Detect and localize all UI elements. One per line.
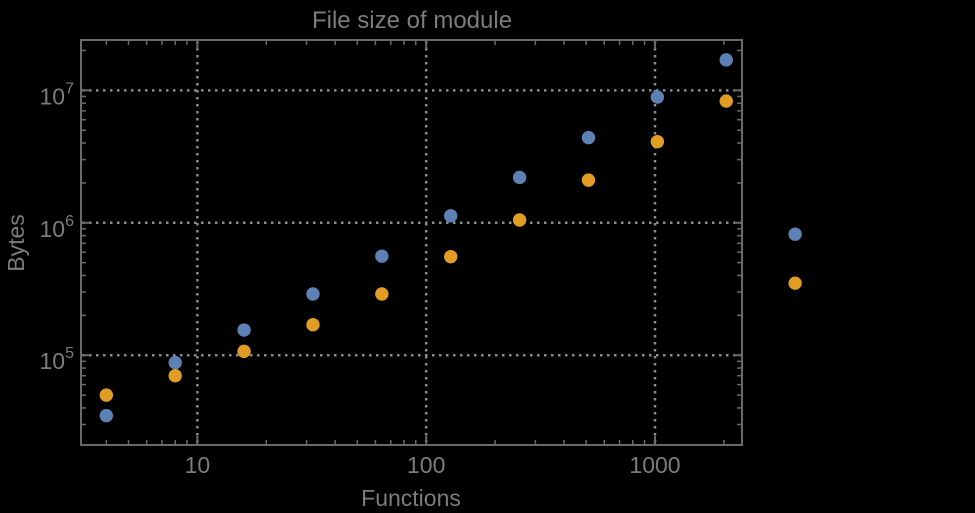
tick-labels: 10 100 1000 105 106 107 xyxy=(40,80,681,478)
data-point-series-2-orange-x128 xyxy=(444,249,458,264)
data-point-series-1-blue-x2048 xyxy=(719,53,733,67)
data-point-series-2-orange-x2048 xyxy=(719,94,733,108)
data-point-series-1-blue-x512 xyxy=(581,130,596,145)
data-point-series-2-orange-x8 xyxy=(168,369,182,383)
y-tick-label-10^6: 106 xyxy=(40,213,75,242)
data-point-series-2-orange-x16 xyxy=(237,344,251,359)
gridlines xyxy=(82,41,741,444)
data-point-series-1-blue-x16 xyxy=(237,323,251,337)
data-point-series-1-blue-x4 xyxy=(99,408,114,423)
y-tick-label-10^7: 107 xyxy=(40,80,75,109)
data-point-series-1-blue-x4096 xyxy=(788,227,802,241)
data-point-series-2-orange-x64 xyxy=(375,287,389,301)
data-point-series-1-blue-x256 xyxy=(512,170,527,185)
chart-title: File size of module xyxy=(312,7,512,34)
data-point-series-1-blue-x1024 xyxy=(650,90,665,104)
data-point-series-2-orange-x256 xyxy=(512,213,527,227)
data-point-series-1-blue-x32 xyxy=(306,287,320,301)
data-points xyxy=(99,53,802,423)
data-point-series-2-orange-x4096 xyxy=(788,276,802,290)
plot-frame xyxy=(80,39,743,446)
x-tick-label-100: 100 xyxy=(407,452,445,478)
data-point-series-2-orange-x32 xyxy=(306,318,320,332)
data-point-series-2-orange-x1024 xyxy=(650,134,665,149)
data-point-series-2-orange-x512 xyxy=(581,173,596,187)
y-tick-label-10^5: 105 xyxy=(40,345,75,374)
data-point-series-1-blue-x8 xyxy=(168,355,182,370)
y-axis-label: Bytes xyxy=(3,214,29,272)
x-tick-label-1000: 1000 xyxy=(629,452,680,478)
data-point-series-2-orange-x4 xyxy=(99,388,114,402)
data-point-series-1-blue-x128 xyxy=(444,209,458,223)
x-axis-label: Functions xyxy=(361,485,461,511)
x-tick-label-10: 10 xyxy=(185,452,211,478)
axis-ticks xyxy=(81,40,742,445)
frame-rect xyxy=(80,39,743,446)
data-point-series-1-blue-x64 xyxy=(375,249,389,263)
